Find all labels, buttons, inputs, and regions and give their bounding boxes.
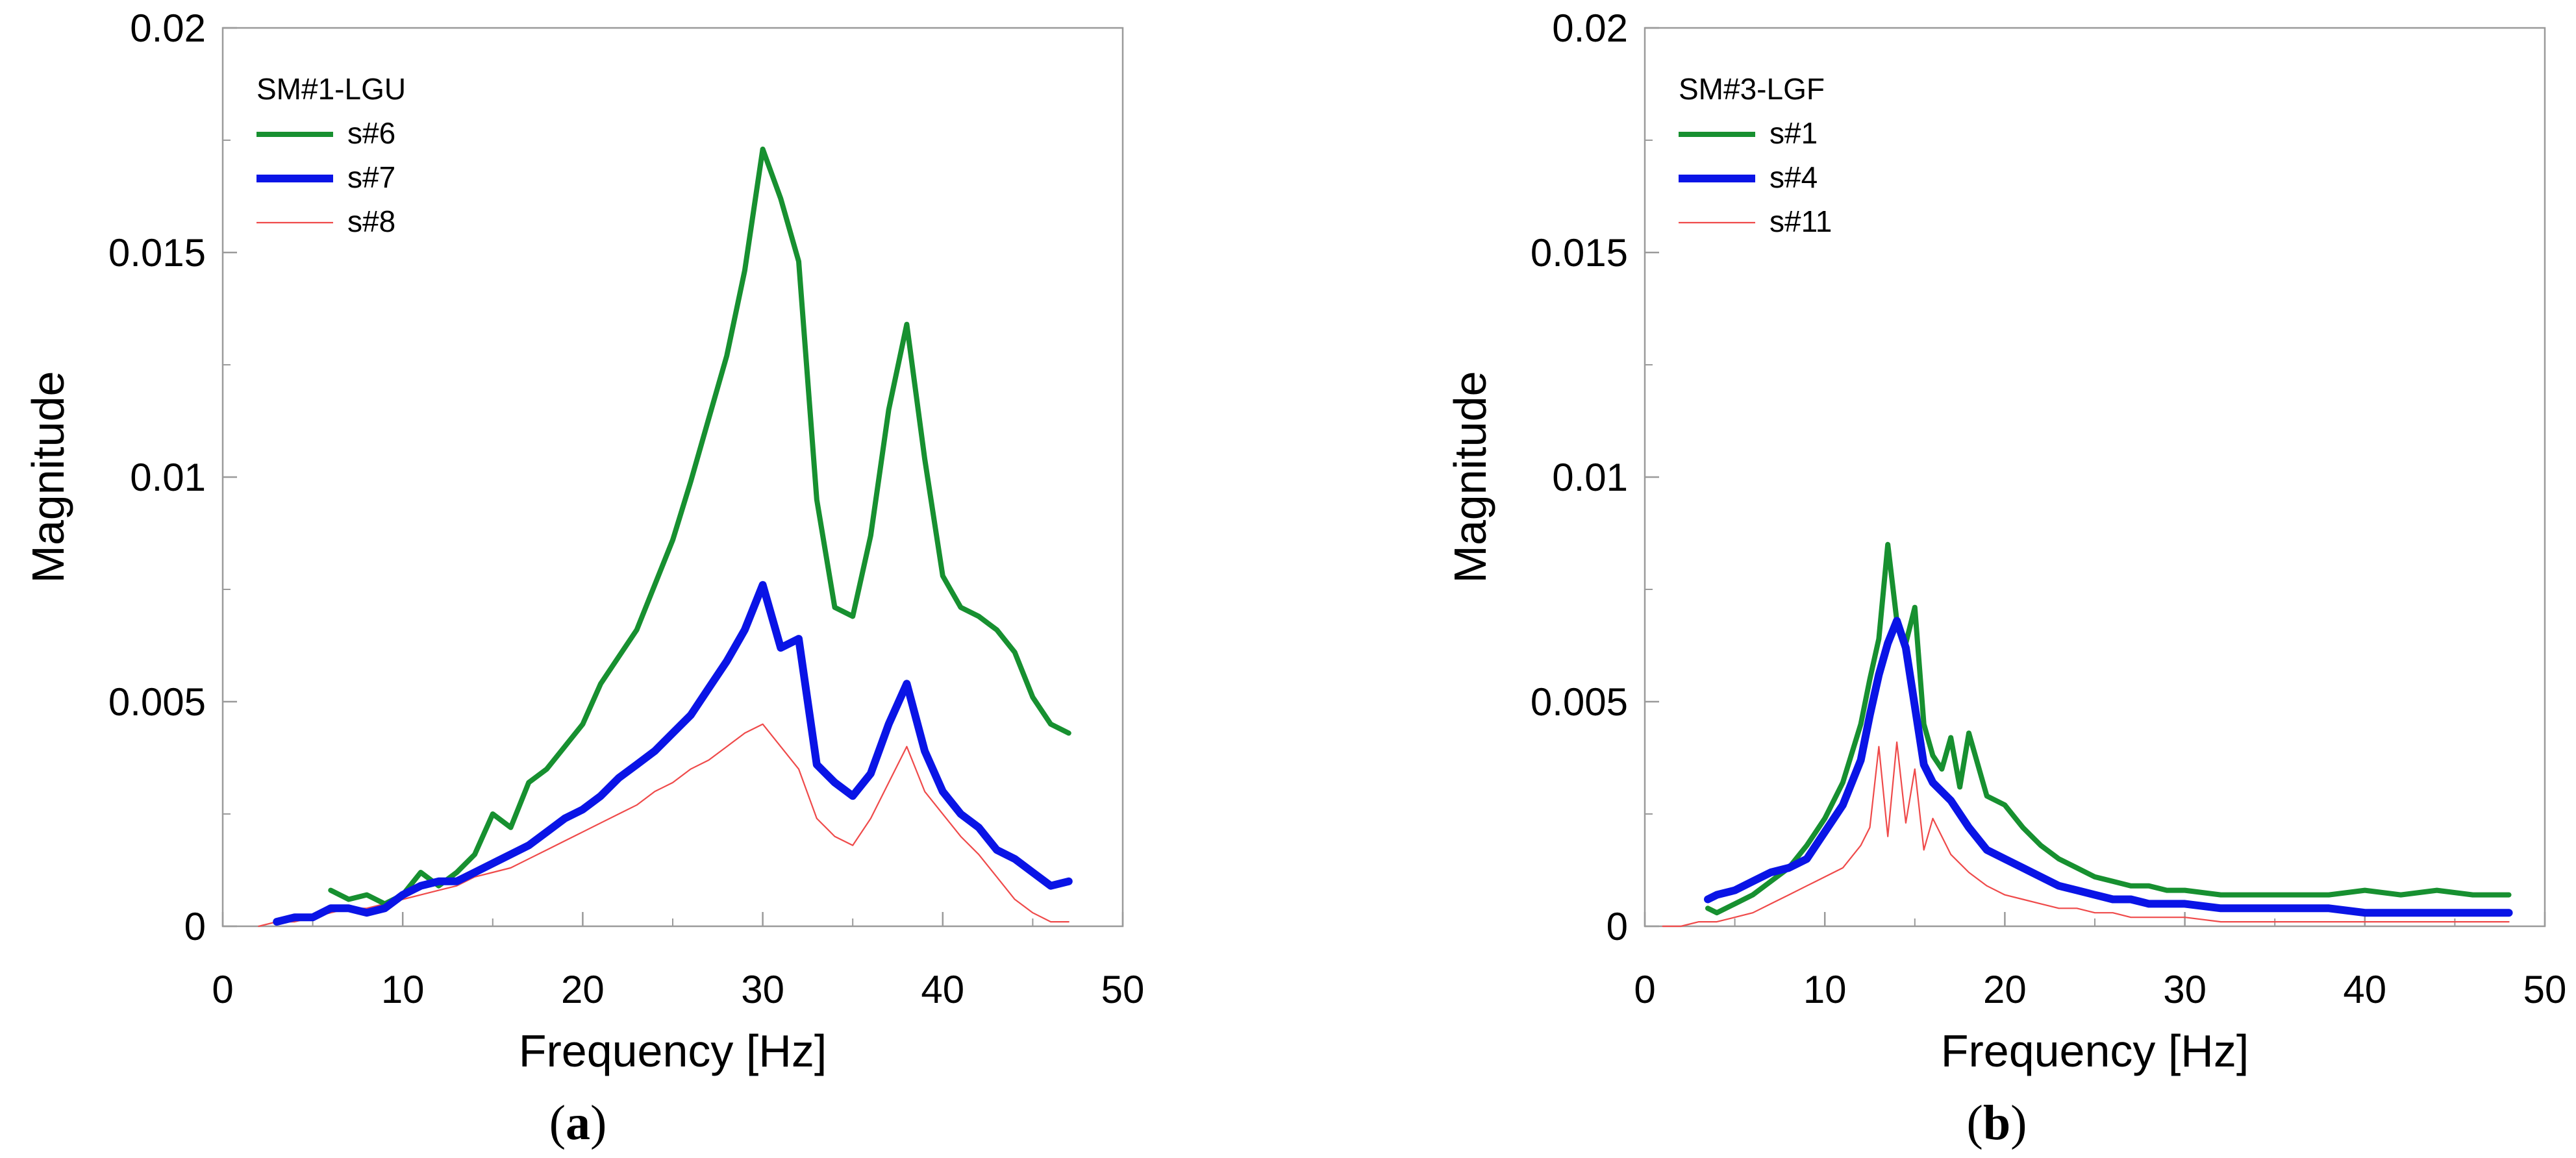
y-axis-title: Magnitude [1445,371,1495,584]
x-tick-label: 30 [2163,968,2207,1011]
caption-letter: b [1983,1096,2010,1150]
y-tick-label: 0.015 [108,231,206,275]
y-tick-label: 0.01 [1552,456,1628,499]
caption-open-paren: ( [1967,1096,1983,1150]
y-tick-label: 0.02 [130,6,206,50]
legend-title: SM#1-LGU [256,72,406,106]
legend-title: SM#3-LGF [1679,72,1825,106]
y-tick-label: 0.005 [108,680,206,724]
caption-close-paren: ) [590,1096,606,1150]
y-tick-label: 0 [184,905,206,948]
series-line-s8 [258,723,1069,928]
series-line-s1 [1705,541,2512,916]
x-tick-label: 0 [212,968,233,1011]
caption-open-paren: ( [549,1096,566,1150]
x-tick-label: 20 [1983,968,2027,1011]
legend-label: s#4 [1769,160,1818,194]
series-line-s4 [1704,617,2513,917]
y-tick-label: 0.005 [1531,680,1628,724]
series-line-s11 [1662,741,2510,928]
caption-close-paren: ) [2010,1096,2027,1150]
legend-label: s#7 [347,160,395,194]
legend-label: s#11 [1769,204,1832,238]
x-axis-title: Frequency [Hz] [519,1026,827,1076]
x-tick-label: 30 [741,968,784,1011]
panel-caption: (a) [549,1096,607,1150]
panel-caption: (b) [1967,1096,2027,1150]
legend-label: s#1 [1769,116,1818,150]
x-tick-label: 20 [561,968,605,1011]
legend-label: s#6 [347,116,395,150]
x-tick-label: 50 [2523,968,2567,1011]
chart-panel-a: 0 10 20 30 40 50 0 0.005 0.01 0.015 0.02 Frequency … [23,6,1144,1150]
x-tick-label: 50 [1101,968,1145,1011]
series-line-s6 [328,146,1071,907]
legend-label: s#8 [347,204,395,238]
y-axis-title: Magnitude [23,371,73,584]
chart-panel-b: 0 10 20 30 40 50 0 0.005 0.01 0.015 0.02 Frequency … [1445,6,2566,1150]
x-tick-label: 40 [2343,968,2386,1011]
caption-letter: a [566,1096,590,1150]
y-tick-label: 0.015 [1531,231,1628,275]
y-tick-label: 0.01 [130,456,206,499]
x-tick-label: 10 [381,968,425,1011]
x-tick-label: 40 [921,968,964,1011]
series-line-s7 [273,581,1073,926]
y-tick-label: 0 [1607,905,1628,948]
y-tick-label: 0.02 [1552,6,1628,50]
x-axis-title: Frequency [Hz] [1941,1026,2249,1076]
x-tick-label: 10 [1803,968,1847,1011]
x-tick-label: 0 [1634,968,1655,1011]
